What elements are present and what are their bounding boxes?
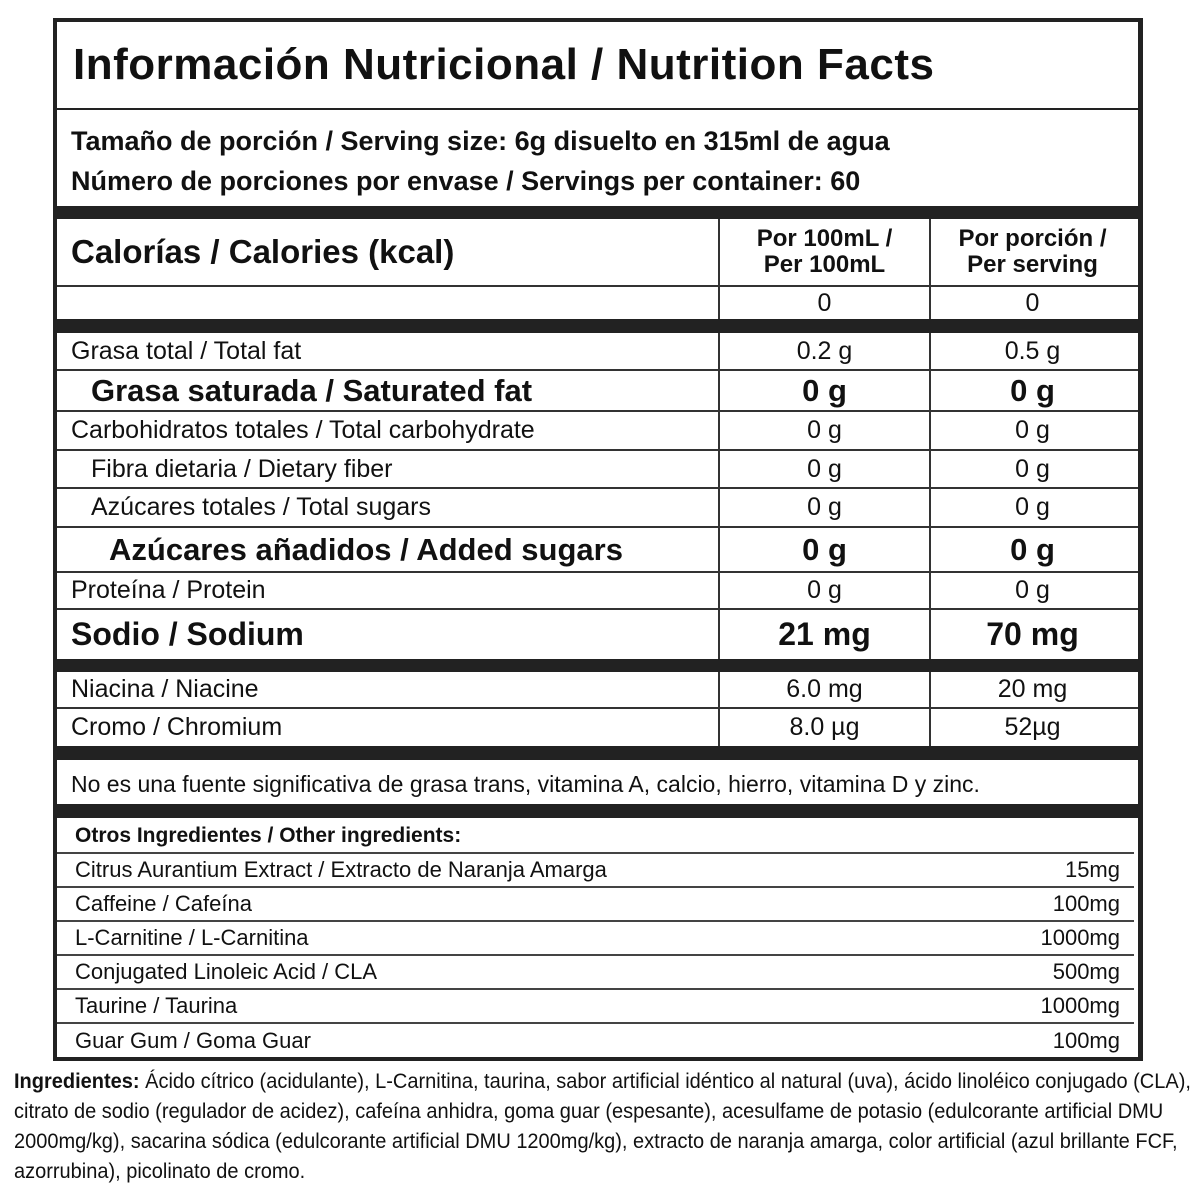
other-ingredient-amount: 15mg xyxy=(1064,857,1120,882)
other-ingredient-name: Caffeine / Cafeína xyxy=(75,891,252,916)
other-ingredient-row: Citrus Aurantium Extract / Extracto de N… xyxy=(57,854,1134,888)
calories-per100: 0 xyxy=(720,287,931,320)
nutrient-name: Sodio / Sodium xyxy=(57,610,720,659)
nutrient-row: Grasa saturada / Saturated fat 0 g 0 g xyxy=(57,371,1138,412)
vitamin-name: Cromo / Chromium xyxy=(57,709,720,746)
col-perserving-header: Por porción / Per serving xyxy=(958,225,1107,278)
nutrient-row: Sodio / Sodium 21 mg 70 mg xyxy=(57,610,1138,659)
ingredients-label: Ingredientes: xyxy=(14,1069,140,1093)
other-ingredient-row: Conjugated Linoleic Acid / CLA 500mg xyxy=(57,956,1134,990)
nutrient-per100: 0.2 g xyxy=(720,333,931,369)
nutrient-perserving: 0.5 g xyxy=(1004,336,1061,365)
nutrient-perserving: 0 g xyxy=(1010,372,1055,408)
nutrient-row: Fibra dietaria / Dietary fiber 0 g 0 g xyxy=(57,451,1138,489)
vitamin-per100: 6.0 mg xyxy=(720,672,931,707)
nutrient-per100: 0 g xyxy=(720,451,931,487)
nutrient-per100: 21 mg xyxy=(720,610,931,659)
label-title: Información Nutricional / Nutrition Fact… xyxy=(57,22,1138,110)
nutrient-row: Azúcares totales / Total sugars 0 g 0 g xyxy=(57,489,1138,528)
nutrient-row: Azúcares añadidos / Added sugars 0 g 0 g xyxy=(57,528,1138,573)
other-ingredient-row: L-Carnitine / L-Carnitina 1000mg xyxy=(57,922,1134,956)
nutrient-per100: 0 g xyxy=(720,573,931,608)
other-ingredient-amount: 100mg xyxy=(1052,1028,1120,1053)
other-ingredient-name: Citrus Aurantium Extract / Extracto de N… xyxy=(75,857,607,882)
nutrient-row: Carbohidratos totales / Total carbohydra… xyxy=(57,412,1138,451)
nutrient-per100: 0 g xyxy=(720,371,931,410)
vitamin-row: Cromo / Chromium 8.0 µg 52µg xyxy=(57,709,1138,746)
nutrient-name: Azúcares añadidos / Added sugars xyxy=(57,528,720,571)
other-ingredient-amount: 1000mg xyxy=(1040,925,1120,950)
other-ingredient-amount: 1000mg xyxy=(1040,993,1120,1018)
footnote: No es una fuente significativa de grasa … xyxy=(71,770,980,797)
other-ingredient-name: L-Carnitine / L-Carnitina xyxy=(75,925,309,950)
nutrient-name: Azúcares totales / Total sugars xyxy=(57,489,720,526)
other-ingredient-row: Caffeine / Cafeína 100mg xyxy=(57,888,1134,922)
nutrient-perserving: 0 g xyxy=(1015,493,1050,521)
other-ingredient-row: Taurine / Taurina 1000mg xyxy=(57,990,1134,1024)
ingredients-text: Ácido cítrico (acidulante), L-Carnitina,… xyxy=(14,1069,1191,1183)
nutrient-name: Grasa saturada / Saturated fat xyxy=(57,371,720,410)
divider xyxy=(57,746,1138,760)
spacer xyxy=(57,287,720,320)
calories-values-row: 0 0 xyxy=(57,287,1138,320)
other-ingredient-amount: 500mg xyxy=(1052,959,1120,984)
vitamin-row: Niacina / Niacine 6.0 mg 20 mg xyxy=(57,672,1138,709)
nutrient-row: Grasa total / Total fat 0.2 g 0.5 g xyxy=(57,333,1138,371)
divider xyxy=(57,206,1138,219)
servings-per-container: Número de porciones por envase / Serving… xyxy=(71,165,861,196)
nutrient-per100: 0 g xyxy=(720,412,931,449)
vitamin-name: Niacina / Niacine xyxy=(57,672,720,707)
nutrient-name: Fibra dietaria / Dietary fiber xyxy=(57,451,720,487)
vitamin-perserving: 20 mg xyxy=(997,675,1068,703)
vitamin-per100: 8.0 µg xyxy=(720,709,931,746)
other-ingredient-name: Conjugated Linoleic Acid / CLA xyxy=(75,959,378,984)
nutrient-row: Proteína / Protein 0 g 0 g xyxy=(57,573,1138,610)
nutrient-perserving: 0 g xyxy=(1015,576,1050,604)
calories-header-row: Calorías / Calories (kcal) Por 100mL / P… xyxy=(57,219,1138,287)
nutrient-per100: 0 g xyxy=(720,489,931,526)
ingredients-list: Ingredientes: Ácido cítrico (acidulante)… xyxy=(14,1066,1195,1186)
nutrient-per100: 0 g xyxy=(720,528,931,571)
nutrient-perserving: 0 g xyxy=(1015,454,1050,483)
nutrient-name: Grasa total / Total fat xyxy=(57,333,720,369)
nutrient-perserving: 0 g xyxy=(1015,416,1050,444)
nutrition-facts-label: Información Nutricional / Nutrition Fact… xyxy=(53,18,1143,1061)
divider xyxy=(57,319,1138,333)
divider xyxy=(57,804,1138,818)
nutrient-name: Carbohidratos totales / Total carbohydra… xyxy=(57,412,720,449)
nutrient-name: Proteína / Protein xyxy=(57,573,720,608)
calories-perserving: 0 xyxy=(1025,289,1040,317)
other-ingredient-name: Guar Gum / Goma Guar xyxy=(75,1028,311,1053)
other-ingredients-header: Otros Ingredientes / Other ingredients: xyxy=(57,820,1134,854)
nutrient-perserving: 0 g xyxy=(1010,531,1055,567)
other-ingredient-row: Guar Gum / Goma Guar 100mg xyxy=(57,1024,1134,1058)
col-per100-header: Por 100mL / Per 100mL xyxy=(720,219,931,285)
vitamin-perserving: 52µg xyxy=(1004,713,1061,741)
nutrient-perserving: 70 mg xyxy=(986,616,1079,652)
other-ingredient-amount: 100mg xyxy=(1052,891,1120,916)
calories-label: Calorías / Calories (kcal) xyxy=(57,219,720,285)
divider xyxy=(57,659,1138,672)
other-ingredient-name: Taurine / Taurina xyxy=(75,993,238,1018)
serving-size: Tamaño de porción / Serving size: 6g dis… xyxy=(71,125,890,156)
